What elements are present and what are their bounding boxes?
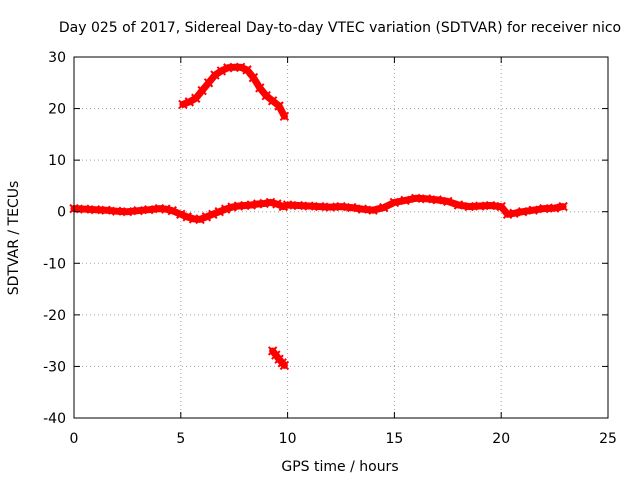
data-point xyxy=(496,201,506,212)
data-point xyxy=(357,204,368,214)
ticks: 0 5 10 15 20 25 -40 -30 -20 -10 0 10 20 30 xyxy=(43,50,617,447)
data-point xyxy=(346,202,357,213)
data-point xyxy=(242,65,252,75)
data-point xyxy=(368,205,378,215)
data-point xyxy=(184,97,195,107)
data-point xyxy=(549,203,560,213)
series-lower-segment xyxy=(267,346,290,371)
data-point xyxy=(203,78,214,88)
x-tick-label: 25 xyxy=(599,431,617,447)
series-main-track xyxy=(69,193,568,225)
data-point xyxy=(509,208,519,218)
data-point xyxy=(336,201,346,212)
data-point xyxy=(176,209,186,220)
data-point xyxy=(191,93,201,103)
data-point xyxy=(528,205,538,215)
data-point xyxy=(182,212,192,222)
data-point xyxy=(248,72,259,83)
y-tick-label: 10 xyxy=(48,153,66,169)
data-point xyxy=(517,207,528,217)
x-tick-label: 10 xyxy=(279,431,297,447)
data-point xyxy=(282,200,293,210)
data-point xyxy=(539,203,549,214)
data-point xyxy=(304,201,314,211)
data-point xyxy=(443,196,453,207)
x-tick-label: 0 xyxy=(70,431,79,447)
data-point xyxy=(411,193,421,204)
y-tick-label: 30 xyxy=(48,50,66,66)
data-point xyxy=(379,202,389,213)
data-point xyxy=(133,205,143,216)
y-tick-label: -40 xyxy=(43,411,66,427)
data-point xyxy=(485,200,496,211)
data-point xyxy=(220,204,231,214)
data-point xyxy=(279,111,290,122)
x-tick-label: 15 xyxy=(385,431,403,447)
data-point xyxy=(421,194,432,204)
data-point xyxy=(314,201,325,212)
plot-area xyxy=(74,57,608,418)
x-axis-label: GPS time / hours xyxy=(281,459,398,475)
series-upper-arc xyxy=(178,62,290,122)
x-tick-label: 20 xyxy=(492,431,510,447)
y-tick-label: 0 xyxy=(57,205,66,221)
y-axis-label: SDTVAR / TECUs xyxy=(6,181,22,296)
data-point xyxy=(112,206,122,216)
data-point xyxy=(272,199,282,209)
data-point xyxy=(464,201,474,212)
data-point xyxy=(195,214,205,225)
data-point xyxy=(453,200,464,210)
data-point xyxy=(432,195,442,205)
y-tick-label: -30 xyxy=(43,359,66,375)
data-point xyxy=(144,204,154,215)
data-point xyxy=(293,200,303,211)
data-point xyxy=(201,212,212,222)
data-point xyxy=(197,85,207,96)
data-point xyxy=(122,207,133,217)
data-point xyxy=(210,70,220,80)
y-tick-label: -20 xyxy=(43,308,66,324)
data-point xyxy=(216,66,227,76)
data-point xyxy=(101,205,111,215)
data-point xyxy=(79,204,90,214)
data-point xyxy=(274,101,284,111)
data-point xyxy=(235,62,246,73)
plot-border xyxy=(73,56,609,419)
y-tick-label: 20 xyxy=(48,102,66,118)
data-point xyxy=(214,207,224,217)
chart-title: Day 025 of 2017, Sidereal Day-to-day VTE… xyxy=(59,20,621,36)
data-point xyxy=(90,204,101,215)
data-point xyxy=(279,360,290,371)
data-point xyxy=(475,201,485,211)
data-point xyxy=(208,209,218,220)
data-point xyxy=(325,202,336,212)
data-point xyxy=(167,205,177,216)
data-point xyxy=(558,201,568,212)
data-point xyxy=(400,195,410,206)
data-point xyxy=(389,197,400,208)
x-tick-label: 5 xyxy=(176,431,185,447)
data-point xyxy=(178,99,188,110)
y-tick-label: -10 xyxy=(43,256,66,272)
data-point xyxy=(255,83,265,93)
data-points xyxy=(69,62,568,371)
